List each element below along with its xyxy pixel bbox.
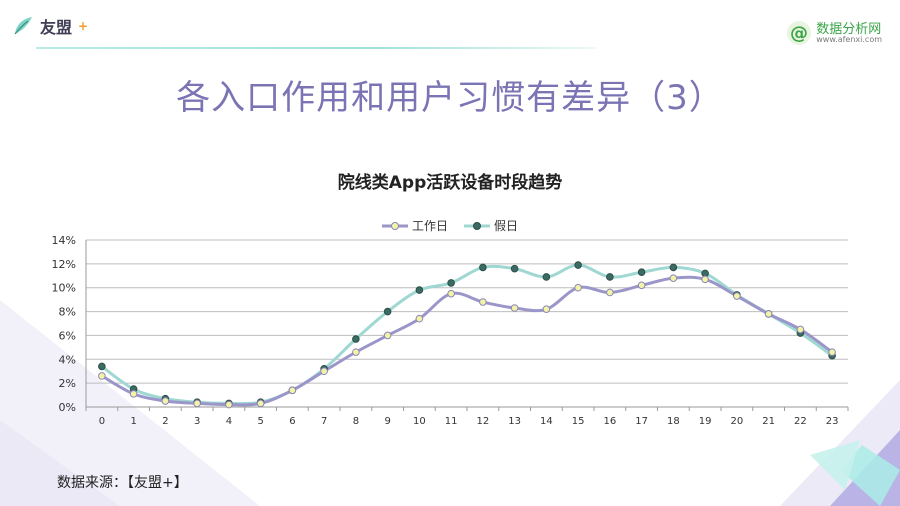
- x-tick-label: 14: [540, 416, 553, 427]
- data-point-workday: [352, 348, 360, 356]
- y-tick-label: 2%: [59, 377, 76, 390]
- data-point-holiday: [447, 279, 455, 287]
- data-point-workday: [320, 367, 328, 376]
- header-divider: [36, 47, 596, 49]
- data-point-workday: [383, 331, 392, 340]
- logo-plus: +: [78, 19, 89, 33]
- data-point-holiday: [574, 261, 582, 269]
- x-tick-label: 22: [794, 416, 807, 427]
- data-point-workday: [288, 386, 297, 395]
- data-point-holiday: [542, 273, 551, 281]
- source-note: 数据来源：【友盟+】: [57, 475, 188, 491]
- data-point-workday: [225, 400, 233, 409]
- chart-legend: 工作日 假日: [0, 217, 900, 234]
- x-tick-label: 10: [413, 416, 426, 427]
- data-point-workday: [479, 298, 487, 306]
- x-tick-label: 18: [667, 416, 680, 427]
- x-tick-label: 3: [194, 416, 200, 427]
- y-tick-label: 0%: [59, 401, 76, 414]
- legend-swatch-holiday: [464, 221, 490, 230]
- data-point-workday: [637, 281, 646, 290]
- x-tick-label: 13: [508, 416, 521, 427]
- data-point-workday: [415, 314, 424, 323]
- x-tick-label: 9: [384, 416, 390, 427]
- y-tick-label: 12%: [52, 258, 76, 271]
- x-tick-label: 0: [99, 416, 105, 427]
- afenxi-brand: @ 数据分析网 www.afenxi.com: [786, 20, 882, 46]
- x-tick-label: 21: [762, 416, 775, 427]
- data-point-workday: [447, 289, 455, 298]
- data-point-workday: [701, 275, 709, 284]
- y-tick-label: 14%: [52, 234, 76, 247]
- data-point-workday: [606, 288, 614, 297]
- logo-text: 友盟: [40, 18, 73, 37]
- data-point-workday: [796, 325, 805, 334]
- data-point-holiday: [510, 264, 519, 273]
- data-point-holiday: [669, 263, 678, 272]
- slide-title: 各入口作用和用户习惯有差异（3）: [176, 78, 724, 118]
- data-point-holiday: [479, 263, 487, 272]
- x-tick-label: 12: [477, 416, 490, 427]
- top-bar: 友盟 + @ 数据分析网 www.afenxi.com: [0, 0, 900, 52]
- x-tick-label: 1: [130, 416, 136, 427]
- data-point-holiday: [98, 362, 106, 371]
- data-point-workday: [669, 274, 678, 282]
- data-point-workday: [733, 292, 741, 300]
- x-tick-label: 11: [445, 416, 458, 427]
- data-point-holiday: [352, 335, 360, 343]
- y-tick-label: 4%: [59, 353, 76, 366]
- y-tick-label: 8%: [59, 306, 76, 319]
- data-point-workday: [764, 310, 773, 318]
- data-point-workday: [98, 372, 106, 380]
- x-tick-label: 2: [162, 416, 168, 427]
- data-point-workday: [129, 390, 138, 398]
- umeng-logo: 友盟 +: [12, 14, 88, 38]
- legend-label-holiday: 假日: [494, 219, 519, 233]
- y-tick-label: 6%: [59, 329, 76, 342]
- x-tick-label: 17: [635, 416, 648, 427]
- data-point-workday: [256, 399, 265, 408]
- brand-name: 数据分析网: [816, 21, 882, 37]
- x-tick-label: 23: [826, 416, 839, 427]
- chart-title: 院线类App活跃设备时段趋势: [337, 173, 563, 193]
- x-tick-label: 8: [353, 416, 359, 427]
- legend-swatch-workday: [381, 221, 408, 230]
- data-point-holiday: [415, 286, 424, 294]
- x-tick-label: 19: [699, 416, 712, 427]
- legend-item-holiday: 假日: [464, 217, 518, 234]
- x-tick-label: 4: [226, 416, 232, 427]
- data-point-holiday: [383, 307, 392, 316]
- x-tick-label: 7: [321, 416, 327, 427]
- umeng-leaf-icon: [14, 17, 32, 35]
- data-point-holiday: [606, 273, 614, 281]
- data-point-workday: [574, 283, 582, 292]
- series-line-workday: [100, 275, 834, 407]
- data-point-workday: [510, 304, 519, 312]
- afenxi-at-icon: @: [787, 21, 812, 45]
- legend-label-workday: 工作日: [411, 219, 448, 233]
- brand-url: www.afenxi.com: [816, 34, 882, 44]
- data-point-workday: [193, 399, 201, 408]
- data-point-holiday: [637, 268, 646, 277]
- x-tick-label: 20: [731, 416, 744, 427]
- data-point-workday: [161, 397, 170, 405]
- legend-item-workday: 工作日: [381, 217, 448, 234]
- x-tick-label: 6: [289, 416, 295, 427]
- data-point-workday: [828, 348, 836, 356]
- data-point-workday: [542, 305, 551, 313]
- x-tick-label: 5: [257, 416, 263, 427]
- x-tick-label: 15: [572, 416, 585, 427]
- x-tick-label: 16: [604, 416, 617, 427]
- brand-glyph: @: [790, 23, 808, 44]
- y-tick-label: 10%: [52, 282, 76, 295]
